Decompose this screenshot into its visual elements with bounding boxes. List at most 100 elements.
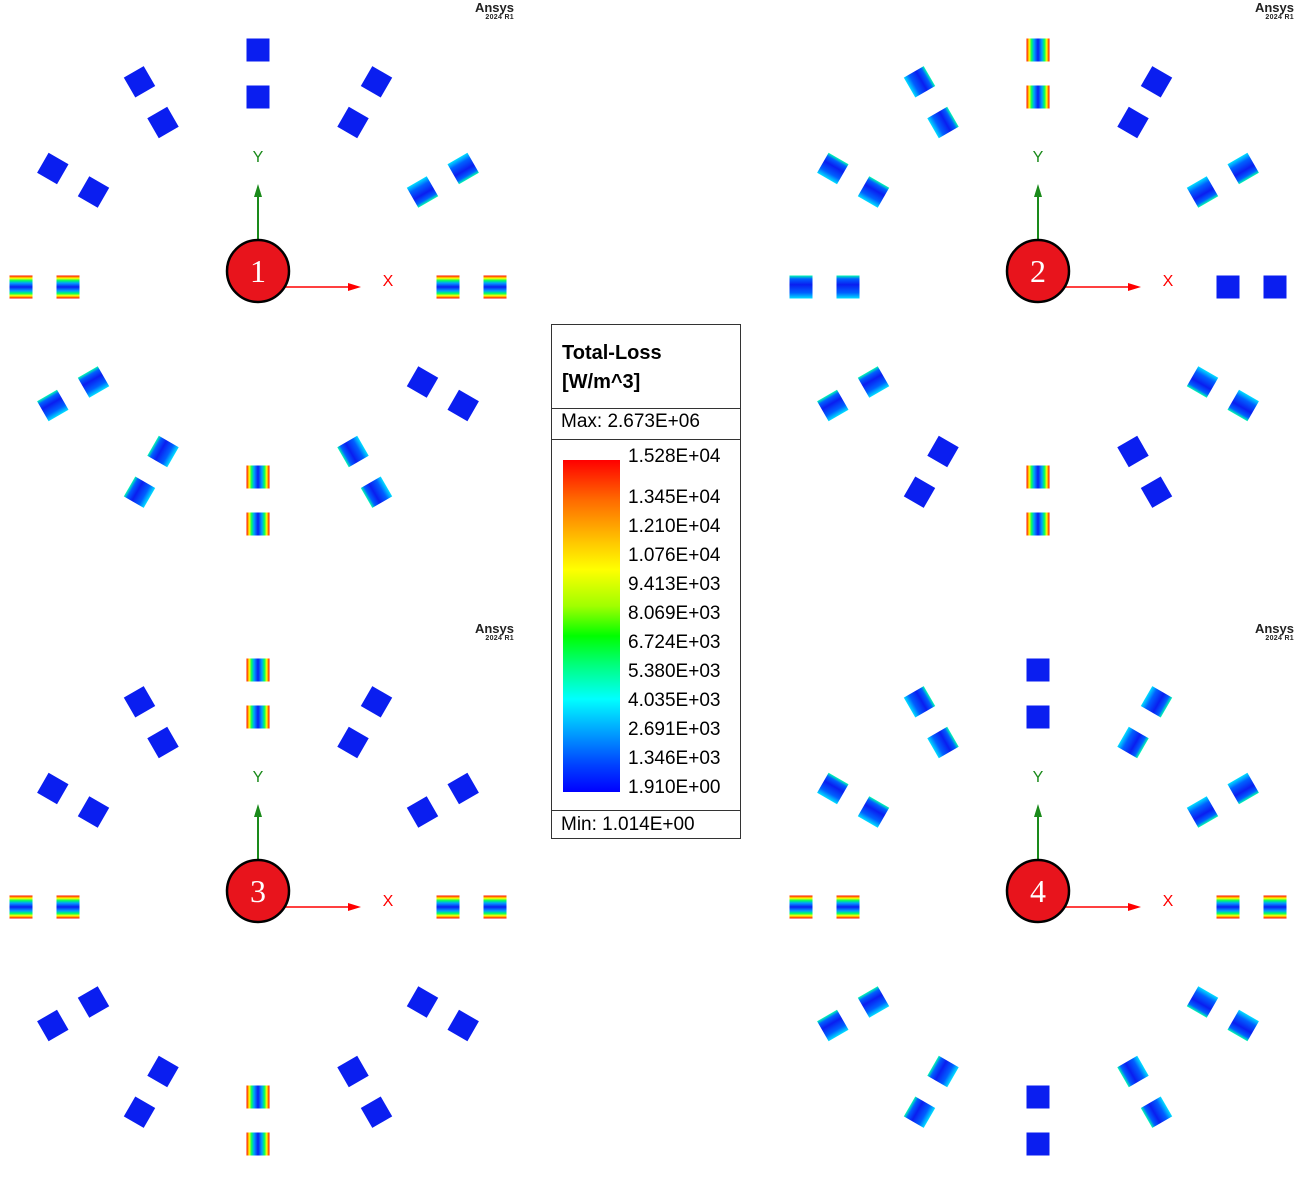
coil-block-5-0 <box>1117 435 1149 468</box>
coil-block-2-0 <box>406 796 439 828</box>
legend-tick-label: 6.724E+03 <box>628 632 721 653</box>
legend-min: Min: 1.014E+00 <box>561 814 695 835</box>
color-legend: Total-Loss [W/m^3] Max: 2.673E+06 1.528E… <box>551 324 741 839</box>
coil-block-11-1 <box>903 686 936 718</box>
ansys-brand: Ansys <box>474 621 514 636</box>
coil-block-10-0 <box>857 796 890 828</box>
ansys-watermark-4: Ansys 2024 R1 <box>1242 622 1294 644</box>
x-axis-label: X <box>383 893 394 910</box>
ansys-brand: Ansys <box>1254 0 1294 15</box>
panel-number-badge <box>225 238 291 304</box>
coil-block-11-0 <box>147 726 179 759</box>
coil-block-10-1 <box>817 772 849 805</box>
coil-block-10-1 <box>37 152 69 185</box>
legend-tick-label: 8.069E+03 <box>628 603 721 624</box>
legend-tick-label: 1.910E+00 <box>628 777 721 798</box>
coil-block-1-0 <box>1117 106 1149 139</box>
coil-block-0-0 <box>246 705 270 729</box>
coil-block-8-1 <box>37 389 69 422</box>
coil-block-8-1 <box>817 1009 849 1042</box>
coil-block-4-0 <box>406 366 439 398</box>
y-axis-label: Y <box>1033 769 1044 786</box>
x-axis-label: X <box>383 273 394 290</box>
coil-block-5-0 <box>1117 1055 1149 1088</box>
coil-block-1-1 <box>360 686 393 718</box>
coil-block-6-0 <box>246 1085 270 1109</box>
coil-block-9-0 <box>836 895 860 919</box>
x-axis-arrowhead <box>348 283 361 291</box>
coil-block-1-1 <box>1140 686 1173 718</box>
ansys-version: 2024 R1 <box>485 635 514 642</box>
coil-block-11-1 <box>123 66 156 98</box>
coil-block-7-1 <box>903 1096 936 1128</box>
coil-block-0-0 <box>246 85 270 109</box>
coil-block-4-1 <box>447 1009 479 1042</box>
coil-block-1-1 <box>1140 66 1173 98</box>
coil-block-2-0 <box>1186 176 1219 208</box>
y-axis-arrowhead <box>1034 804 1042 817</box>
coil-block-11-0 <box>147 106 179 139</box>
legend-tick-label: 1.346E+03 <box>628 748 721 769</box>
coil-block-7-1 <box>123 1096 156 1128</box>
coil-block-2-1 <box>447 772 479 805</box>
coil-block-4-0 <box>1186 986 1219 1018</box>
legend-divider <box>552 408 740 409</box>
coil-block-0-1 <box>1026 38 1050 62</box>
coil-block-6-1 <box>1026 1132 1050 1156</box>
panel-4: Y X 4 <box>789 658 1287 1156</box>
y-axis-label: Y <box>253 769 264 786</box>
coil-block-6-0 <box>246 465 270 489</box>
coil-block-0-1 <box>1026 658 1050 682</box>
coil-block-4-0 <box>406 986 439 1018</box>
coil-block-6-0 <box>1026 465 1050 489</box>
coil-block-7-0 <box>927 1055 959 1088</box>
panel-number-label: 3 <box>250 873 266 909</box>
coil-block-9-1 <box>9 895 33 919</box>
ansys-watermark-1: Ansys 2024 R1 <box>462 1 514 23</box>
y-axis-arrowhead <box>1034 184 1042 197</box>
coil-block-5-1 <box>1140 476 1173 508</box>
coil-block-7-0 <box>927 435 959 468</box>
legend-max: Max: 2.673E+06 <box>561 411 700 432</box>
coil-block-11-1 <box>123 686 156 718</box>
coil-block-10-0 <box>857 176 890 208</box>
y-axis-label: Y <box>1033 149 1044 166</box>
coil-block-9-0 <box>836 275 860 299</box>
coil-block-9-1 <box>789 895 813 919</box>
coil-block-5-0 <box>337 1055 369 1088</box>
coil-block-2-1 <box>447 152 479 185</box>
ansys-watermark-3: Ansys 2024 R1 <box>462 621 514 644</box>
coil-block-3-1 <box>1263 275 1287 299</box>
coil-block-5-1 <box>360 476 393 508</box>
x-axis-label: X <box>1163 273 1174 290</box>
coil-block-10-1 <box>37 772 69 805</box>
coil-block-3-0 <box>1216 895 1240 919</box>
coil-block-1-0 <box>1117 726 1149 759</box>
legend-tick-label: 4.035E+03 <box>628 690 721 711</box>
coil-block-11-0 <box>927 106 959 139</box>
coil-block-8-0 <box>857 986 890 1018</box>
ansys-watermark-2: Ansys 2024 R1 <box>1242 0 1294 23</box>
ansys-version: 2024 R1 <box>1265 14 1294 21</box>
coil-block-2-0 <box>406 176 439 208</box>
coil-block-7-0 <box>147 1055 179 1088</box>
panel-3: Y X 3 <box>9 658 507 1156</box>
coil-block-0-1 <box>246 658 270 682</box>
coil-block-5-1 <box>1140 1096 1173 1128</box>
coil-block-0-0 <box>1026 705 1050 729</box>
coil-block-0-0 <box>1026 85 1050 109</box>
coil-block-8-0 <box>857 366 890 398</box>
panel-number-badge <box>1005 238 1071 304</box>
x-axis-label: X <box>1163 893 1174 910</box>
coil-block-6-1 <box>1026 512 1050 536</box>
coil-block-3-1 <box>483 275 507 299</box>
coil-block-3-0 <box>436 895 460 919</box>
coil-block-1-1 <box>360 66 393 98</box>
legend-tick-label: 1.210E+04 <box>628 516 721 537</box>
coil-block-9-0 <box>56 895 80 919</box>
ansys-version: 2024 R1 <box>485 14 514 21</box>
coil-block-1-0 <box>337 106 369 139</box>
legend-tick-label: 9.413E+03 <box>628 574 721 595</box>
coil-block-8-1 <box>37 1009 69 1042</box>
